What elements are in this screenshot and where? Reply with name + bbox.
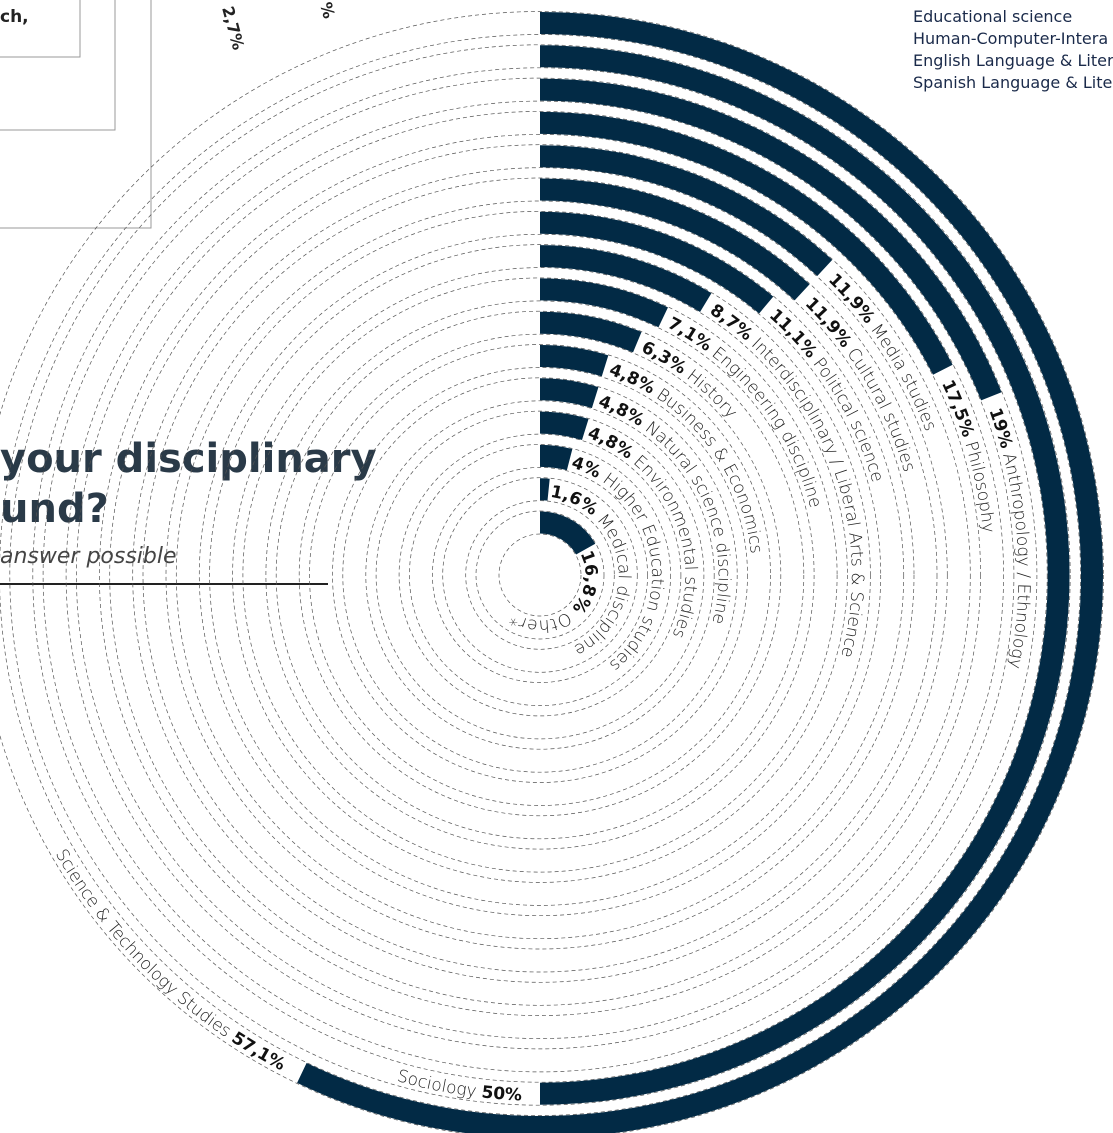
category-label: Sociology <box>395 1066 478 1102</box>
ring-guide <box>275 310 805 840</box>
ring-guide <box>65 100 1015 1050</box>
ring-guide <box>475 510 605 640</box>
ring-guide <box>99 134 981 1016</box>
bar-label-path: 19% Anthropology / Ethnology <box>985 406 1034 671</box>
bar-label-path: Science & Technology Studies 57,1% <box>51 846 289 1075</box>
bar-label: 19% Anthropology / Ethnology <box>985 406 1034 671</box>
value-label: 4% <box>569 453 604 483</box>
fragment: 2,7% <box>218 4 248 52</box>
value-label: 4,8% <box>596 392 648 431</box>
ring-guide <box>42 77 1038 1073</box>
legend-item: Spanish Language & Lite <box>913 73 1112 92</box>
value-label: 6,3% <box>638 338 689 379</box>
bar-label: Sociology 50% <box>395 1066 523 1105</box>
value-label: 57,1% <box>228 1028 289 1075</box>
ring-guide <box>432 467 648 683</box>
bar-label-path: 16,8% Other* <box>506 548 600 636</box>
ring-guide <box>332 367 748 783</box>
box <box>0 0 81 58</box>
label-path <box>14 575 521 1100</box>
bar <box>540 111 953 375</box>
bar <box>540 278 668 328</box>
title: your disciplinary <box>0 436 377 482</box>
bar-label: 17,5% Philosophy <box>937 377 998 534</box>
bar-label: Science & Technology Studies 57,1% <box>51 846 289 1075</box>
fragment: % <box>316 0 339 20</box>
category-label: Anthropology / Ethnology <box>998 451 1033 670</box>
box <box>0 0 116 131</box>
value-label: 19% <box>985 406 1017 451</box>
legend-item: Human-Computer-Intera <box>913 29 1108 48</box>
ring-guide <box>298 333 782 817</box>
ring-guide <box>398 433 682 717</box>
ring-guide <box>0 34 1081 1116</box>
fragment: ch, <box>0 7 29 27</box>
bar <box>540 311 642 353</box>
ring-guide <box>265 300 815 850</box>
bar <box>540 78 1002 401</box>
ring-guide <box>198 233 882 917</box>
ring-guide <box>209 244 871 906</box>
ring-guide <box>109 144 971 1006</box>
bar <box>540 478 550 501</box>
value-label: 7,1% <box>664 314 715 356</box>
ring-guide <box>132 167 948 983</box>
title: und? <box>0 486 109 532</box>
bar <box>540 145 833 276</box>
value-label: 17,5% <box>937 377 978 440</box>
ring-guide <box>232 267 848 883</box>
ring-guide <box>342 377 738 773</box>
category-label: Philosophy <box>960 439 998 534</box>
ring-guide <box>9 44 1071 1106</box>
bar <box>540 378 599 409</box>
box <box>0 0 152 229</box>
bar <box>540 178 810 301</box>
ring-guide <box>76 111 1004 1039</box>
bar <box>540 45 1070 1105</box>
chart: Science & Technology Studies 57,1% Sociol… <box>0 11 1104 1133</box>
ring-guide <box>165 200 915 950</box>
ring-guide <box>498 533 582 617</box>
ring-guide <box>32 67 1048 1083</box>
legend-item: English Language & Liter <box>913 51 1113 70</box>
category-label: Other* <box>506 607 574 635</box>
value-label: 4,8% <box>585 423 637 463</box>
category-label: Science & Technology Studies <box>51 846 235 1042</box>
legend-item: Educational science <box>913 7 1072 26</box>
value-label: 50% <box>481 1082 523 1105</box>
bar <box>540 245 712 312</box>
subtitle: answer possible <box>0 544 177 569</box>
bar-label-path: Sociology 50% <box>395 1066 523 1105</box>
label-path <box>427 313 852 887</box>
bar-label-path: 17,5% Philosophy <box>937 377 998 534</box>
ring-guide <box>175 210 905 940</box>
ring-guide <box>375 410 705 740</box>
ring-guide <box>465 500 615 650</box>
ring-guide <box>0 11 1104 1133</box>
bar <box>540 444 573 471</box>
bar-label: 16,8% Other* <box>506 548 600 636</box>
category-label: Engineering discipline <box>708 343 825 510</box>
bar <box>540 211 774 314</box>
value-label: 16,8% <box>568 548 601 617</box>
value-label: 4,8% <box>606 360 658 398</box>
ring-guide <box>365 400 715 750</box>
bar <box>540 511 596 555</box>
bar <box>540 411 589 440</box>
ring-guide <box>309 344 771 806</box>
label-path <box>335 304 919 953</box>
ring-guide <box>142 177 938 973</box>
bar <box>540 345 609 377</box>
ring-guide <box>409 444 671 706</box>
ring-guide <box>242 277 838 873</box>
ring-guide <box>442 477 638 673</box>
